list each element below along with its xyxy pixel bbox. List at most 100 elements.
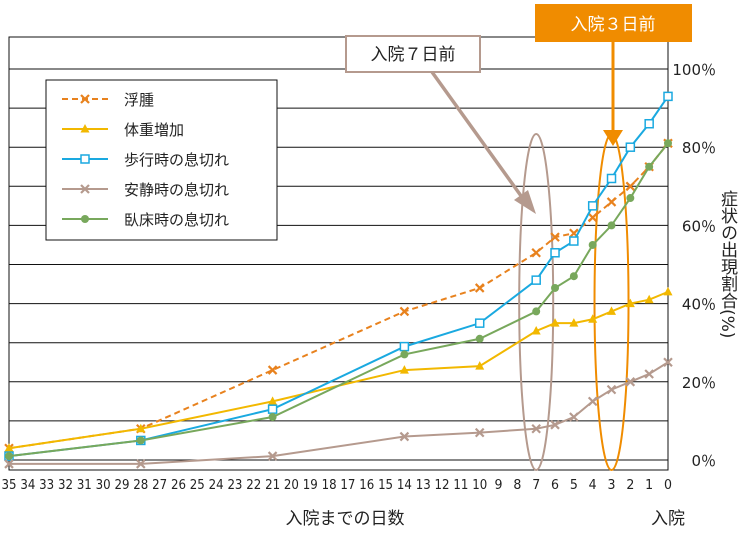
x-tick-label: 7 — [532, 478, 540, 493]
series-point — [136, 423, 146, 433]
series-point — [268, 412, 277, 421]
series-point — [625, 298, 635, 308]
series-point — [607, 306, 617, 315]
series-point — [475, 361, 485, 370]
series-point — [644, 118, 654, 129]
series-point — [663, 91, 673, 102]
x-tick-label: 31 — [77, 478, 92, 493]
legend-label: 臥床時の息切れ — [124, 211, 229, 229]
marker-stroke — [474, 283, 485, 293]
y-tick-label: 0％ — [691, 452, 716, 470]
x-tick-label: 23 — [227, 478, 242, 493]
x-tick-labels: 35 34 33 32 31 30 29 28 27 26 25 24 23 22 21 20 19 18 17 16… — [2, 478, 673, 493]
x-tick-label: 26 — [171, 478, 186, 493]
marker-stroke — [550, 232, 560, 242]
series-point — [644, 294, 654, 304]
callout-arrowhead — [603, 130, 623, 146]
x-tick-label: 6 — [551, 478, 559, 493]
series-point — [474, 318, 485, 328]
marker-stroke — [531, 423, 541, 434]
callout-label: 入院３日前 — [571, 15, 656, 35]
series-point — [80, 184, 90, 194]
marker-stroke — [569, 228, 579, 238]
x-tick-label: 20 — [284, 478, 299, 493]
series-point — [550, 420, 560, 430]
x-tick-label: 21 — [265, 478, 280, 493]
x-tick-label: 1 — [645, 478, 653, 493]
series-point — [569, 272, 578, 281]
series-point — [400, 350, 409, 359]
marker-stroke — [606, 197, 617, 207]
marker-stroke — [625, 181, 636, 192]
x-tick-label: 33 — [39, 478, 54, 493]
callout-box — [535, 4, 692, 42]
marker-stroke — [136, 459, 146, 469]
series-point — [588, 314, 598, 323]
series-point — [663, 357, 673, 368]
callout-label: 入院７日前 — [371, 45, 456, 65]
x-tick-label: 2 — [626, 478, 634, 493]
series-point — [607, 221, 616, 230]
series-point — [569, 412, 579, 422]
x-tick-label: 3 — [608, 478, 616, 493]
series-point — [80, 124, 90, 133]
series-point — [550, 318, 560, 327]
x-tick-label: 12 — [435, 478, 450, 493]
series-group — [4, 91, 673, 469]
x-tick-label: 4 — [589, 478, 597, 493]
x-tick-label: 34 — [20, 478, 35, 493]
marker-stroke — [474, 427, 485, 438]
x-tick-label: 28 — [133, 478, 148, 493]
x-axis-label: 入院までの日数 — [286, 509, 405, 529]
marker-stroke — [267, 365, 278, 375]
callout-arrowhead — [514, 190, 536, 214]
series-point — [532, 307, 541, 316]
series-point — [399, 365, 409, 374]
series-point — [625, 142, 636, 152]
x-tick-label: 19 — [303, 478, 318, 493]
series-point — [551, 283, 560, 292]
series-point — [531, 423, 541, 434]
y-tick-label: 100％ — [672, 61, 716, 79]
marker-stroke — [267, 451, 278, 461]
series-point — [475, 334, 484, 343]
series-point — [626, 194, 635, 203]
series-臥床時の息切れ — [5, 139, 672, 461]
x-tick-label: 17 — [340, 478, 355, 493]
series-point — [399, 341, 410, 352]
x-tick-label: 16 — [359, 478, 374, 493]
series-体重増加 — [4, 286, 673, 452]
legend-label: 体重増加 — [124, 121, 184, 139]
series-point — [474, 427, 485, 438]
series-point — [606, 197, 617, 207]
x-tick-label: 35 — [2, 478, 17, 493]
series-point — [550, 248, 560, 258]
x-tick-label: 32 — [58, 478, 73, 493]
x-tick-label: 18 — [322, 478, 337, 493]
series-point — [474, 283, 485, 293]
series-point — [399, 306, 410, 317]
series-point — [550, 232, 560, 242]
series-point — [664, 139, 672, 148]
y-tick-label: 80％ — [682, 139, 716, 157]
plot-frame — [8, 36, 669, 471]
series-point — [644, 369, 654, 379]
series-point — [588, 240, 597, 249]
series-point — [587, 396, 598, 407]
series-point — [531, 275, 541, 285]
series-point — [5, 452, 13, 461]
legend-label: 安静時の息切れ — [124, 181, 229, 199]
y-axis-label: 症状の出現割合(%) — [717, 190, 738, 338]
marker-stroke — [587, 396, 598, 407]
marker-stroke — [399, 306, 410, 317]
series-point — [4, 459, 14, 469]
y-tick-label: 60％ — [682, 217, 716, 235]
series-point — [587, 212, 598, 223]
series-point — [531, 325, 541, 335]
series-point — [569, 318, 579, 327]
series-point — [625, 181, 636, 192]
x-tick-label: 30 — [96, 478, 111, 493]
series-point — [587, 201, 598, 211]
